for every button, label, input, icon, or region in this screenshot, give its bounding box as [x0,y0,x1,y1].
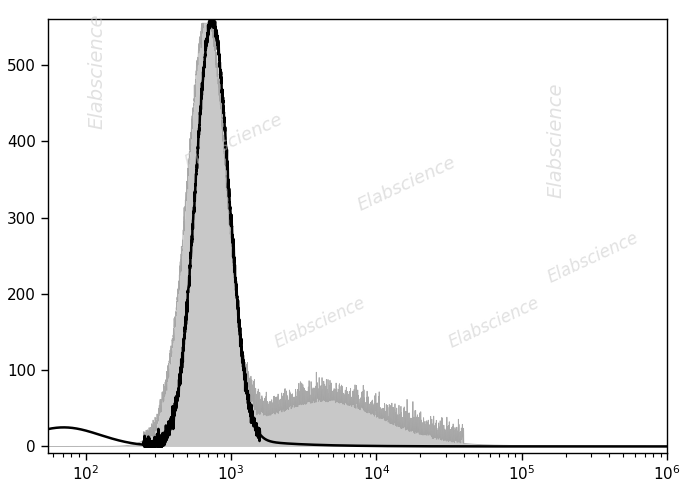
Text: Elabscience: Elabscience [355,153,459,215]
Text: Elabscience: Elabscience [544,229,641,287]
Text: Elabscience: Elabscience [182,110,286,172]
Text: Elabscience: Elabscience [445,294,542,351]
Text: Elabscience: Elabscience [272,294,369,351]
Text: Elabscience: Elabscience [88,14,107,129]
Text: Elabscience: Elabscience [546,83,566,198]
